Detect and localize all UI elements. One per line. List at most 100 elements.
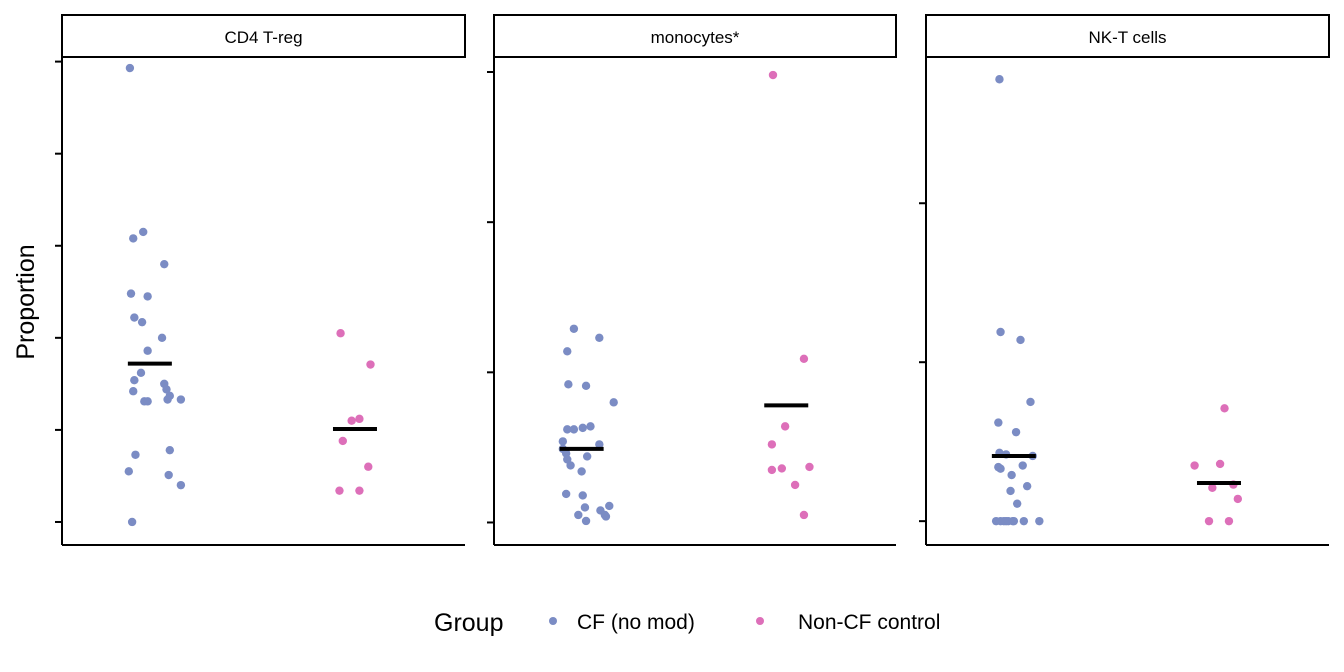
- data-point-1-0-25: [581, 516, 591, 526]
- data-point-2-0-11: [1018, 461, 1027, 470]
- facet-title-2: NK-T cells: [1088, 28, 1166, 47]
- data-point-1-0-4: [581, 381, 591, 391]
- data-point-1-0-8: [569, 425, 579, 434]
- legend: Group CF (no mod) Non-CF control: [434, 609, 940, 637]
- data-point-0-1-3: [347, 416, 356, 425]
- data-point-1-0-14: [582, 452, 592, 461]
- data-point-0-0-21: [131, 450, 140, 459]
- data-point-2-0-14: [1022, 481, 1032, 491]
- data-point-1-0-24: [574, 510, 583, 520]
- data-point-2-1-0: [1190, 461, 1199, 470]
- data-point-2-0-13: [1006, 486, 1015, 496]
- data-point-2-1-5: [1233, 494, 1243, 504]
- data-point-2-0-0: [995, 75, 1004, 84]
- data-point-0-0-19: [176, 395, 186, 404]
- data-point-1-0-26: [601, 512, 611, 521]
- data-point-1-1-8: [799, 510, 809, 520]
- data-point-1-1-7: [790, 480, 800, 490]
- facet-strip-0: [61, 14, 466, 58]
- data-point-2-0-4: [994, 418, 1003, 427]
- data-point-2-0-22: [1035, 516, 1044, 526]
- data-point-1-0-16: [566, 461, 575, 470]
- panel-1: monocytes*: [487, 14, 897, 546]
- legend-title: Group: [434, 609, 503, 637]
- data-point-0-0-25: [127, 517, 137, 527]
- data-point-2-0-5: [1011, 427, 1021, 437]
- data-point-0-0-22: [124, 467, 133, 476]
- legend-label-cf: CF (no mod): [577, 611, 695, 634]
- data-point-0-1-7: [355, 486, 364, 495]
- data-point-0-0-9: [143, 346, 152, 355]
- data-point-0-0-11: [130, 375, 139, 385]
- data-point-1-0-0: [569, 324, 579, 333]
- data-point-0-0-3: [160, 259, 169, 269]
- data-point-1-0-6: [586, 422, 595, 431]
- data-point-2-0-12: [1007, 470, 1016, 480]
- data-point-1-1-0: [768, 70, 778, 80]
- data-point-0-0-23: [164, 470, 173, 480]
- data-point-0-0-1: [139, 227, 148, 237]
- data-point-2-0-15: [1012, 499, 1022, 508]
- data-point-1-1-4: [767, 465, 777, 475]
- data-point-1-1-3: [767, 440, 777, 449]
- y-axis-label: Proportion: [12, 244, 40, 359]
- data-point-1-0-20: [580, 503, 590, 512]
- data-point-2-1-2: [1220, 404, 1229, 413]
- data-point-2-1-1: [1215, 459, 1225, 469]
- data-point-1-0-5: [609, 398, 618, 407]
- data-point-1-0-3: [564, 380, 573, 389]
- data-point-1-1-6: [777, 464, 787, 473]
- data-point-0-0-13: [162, 385, 171, 394]
- data-point-0-0-0: [125, 63, 135, 73]
- data-point-0-0-6: [130, 313, 139, 322]
- data-point-1-0-19: [578, 491, 587, 500]
- data-point-1-0-7: [578, 423, 587, 433]
- data-point-2-0-3: [1026, 397, 1035, 407]
- data-point-1-0-21: [605, 501, 614, 511]
- panel-0: CD4 T-reg: [55, 14, 466, 546]
- panel-2: NK-T cells: [919, 14, 1330, 546]
- data-point-0-1-1: [366, 360, 375, 369]
- data-point-1-1-5: [805, 462, 814, 472]
- data-point-1-0-1: [595, 333, 604, 342]
- data-point-1-0-11: [595, 440, 604, 449]
- data-point-0-0-24: [176, 480, 186, 490]
- data-point-2-0-10: [996, 464, 1005, 473]
- facet-strip-1: [493, 14, 897, 58]
- data-point-0-0-2: [129, 234, 138, 243]
- data-point-2-0-23: [991, 516, 1001, 526]
- data-point-0-1-5: [364, 462, 373, 471]
- data-point-2-0-24: [1009, 516, 1019, 526]
- data-point-0-1-0: [336, 329, 345, 338]
- data-point-1-0-2: [563, 347, 572, 356]
- legend-key-non-cf: [756, 617, 764, 625]
- legend-label-non-cf: Non-CF control: [798, 611, 940, 634]
- data-point-0-0-16: [163, 395, 172, 404]
- facet-strip-2: [925, 14, 1330, 58]
- data-point-0-0-8: [157, 333, 167, 343]
- data-point-1-0-9: [563, 425, 572, 434]
- data-point-0-0-5: [143, 292, 152, 301]
- data-point-2-0-2: [1016, 335, 1025, 345]
- legend-key-cf: [549, 617, 557, 625]
- facet-title-0: CD4 T-reg: [224, 28, 302, 47]
- data-point-1-0-17: [577, 467, 586, 476]
- facet-title-1: monocytes*: [651, 28, 740, 47]
- data-point-0-0-14: [129, 387, 138, 396]
- data-point-1-0-10: [558, 437, 568, 446]
- data-point-0-0-20: [165, 445, 175, 455]
- data-point-1-1-2: [780, 422, 790, 431]
- data-point-1-0-18: [561, 489, 571, 499]
- data-point-2-0-1: [996, 327, 1005, 337]
- data-point-2-1-3: [1208, 483, 1217, 492]
- data-point-0-0-18: [143, 397, 152, 406]
- data-point-0-1-2: [355, 414, 364, 424]
- data-point-2-1-6: [1204, 516, 1214, 526]
- data-point-0-1-4: [338, 436, 347, 446]
- data-point-0-0-4: [126, 289, 136, 298]
- data-point-1-1-1: [799, 354, 809, 364]
- data-point-2-0-21: [1019, 516, 1029, 526]
- data-point-0-1-6: [335, 486, 344, 495]
- data-point-0-0-7: [137, 317, 147, 327]
